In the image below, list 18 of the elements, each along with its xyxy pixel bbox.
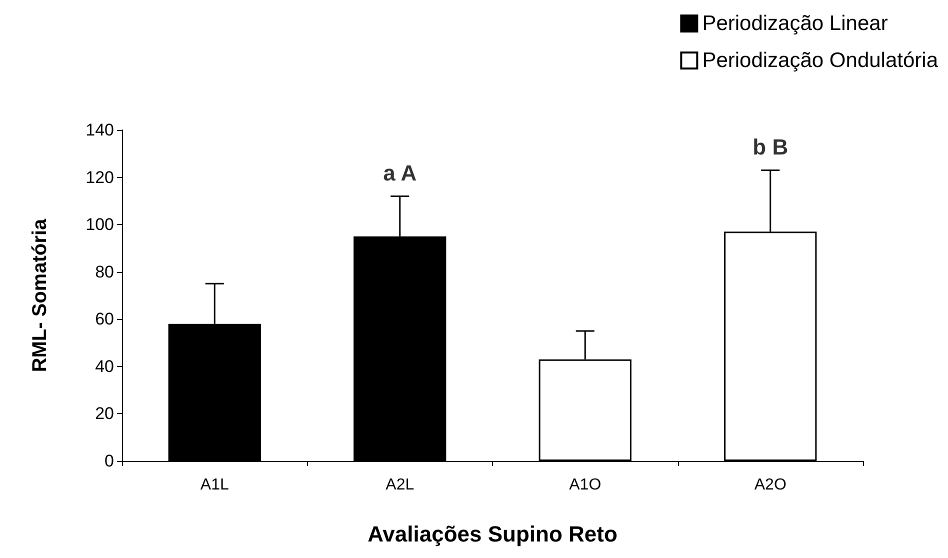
y-tick-label: 20: [95, 404, 114, 424]
x-tick-label: A1O: [569, 476, 602, 494]
y-tick-label: 0: [104, 452, 114, 470]
y-tick-label: 40: [95, 356, 114, 376]
legend-label: Periodização Linear: [702, 12, 888, 35]
x-axis-title: Avaliações Supino Reto: [368, 522, 618, 546]
x-tick-label: A2L: [386, 476, 414, 494]
y-tick-label: 60: [95, 310, 114, 329]
x-tick-label: A1L: [200, 476, 229, 494]
y-tick-label: 80: [95, 262, 114, 282]
y-tick-label: 140: [86, 120, 114, 140]
annotation: b B: [752, 134, 788, 160]
y-tick-label: 100: [86, 215, 114, 234]
legend-label: Periodização Ondulatória: [702, 49, 938, 72]
x-tick-label: A2O: [754, 476, 786, 494]
y-tick-label: 120: [86, 168, 114, 187]
annotation: a A: [383, 160, 417, 186]
y-axis-title: RML- Somatória: [29, 218, 51, 372]
